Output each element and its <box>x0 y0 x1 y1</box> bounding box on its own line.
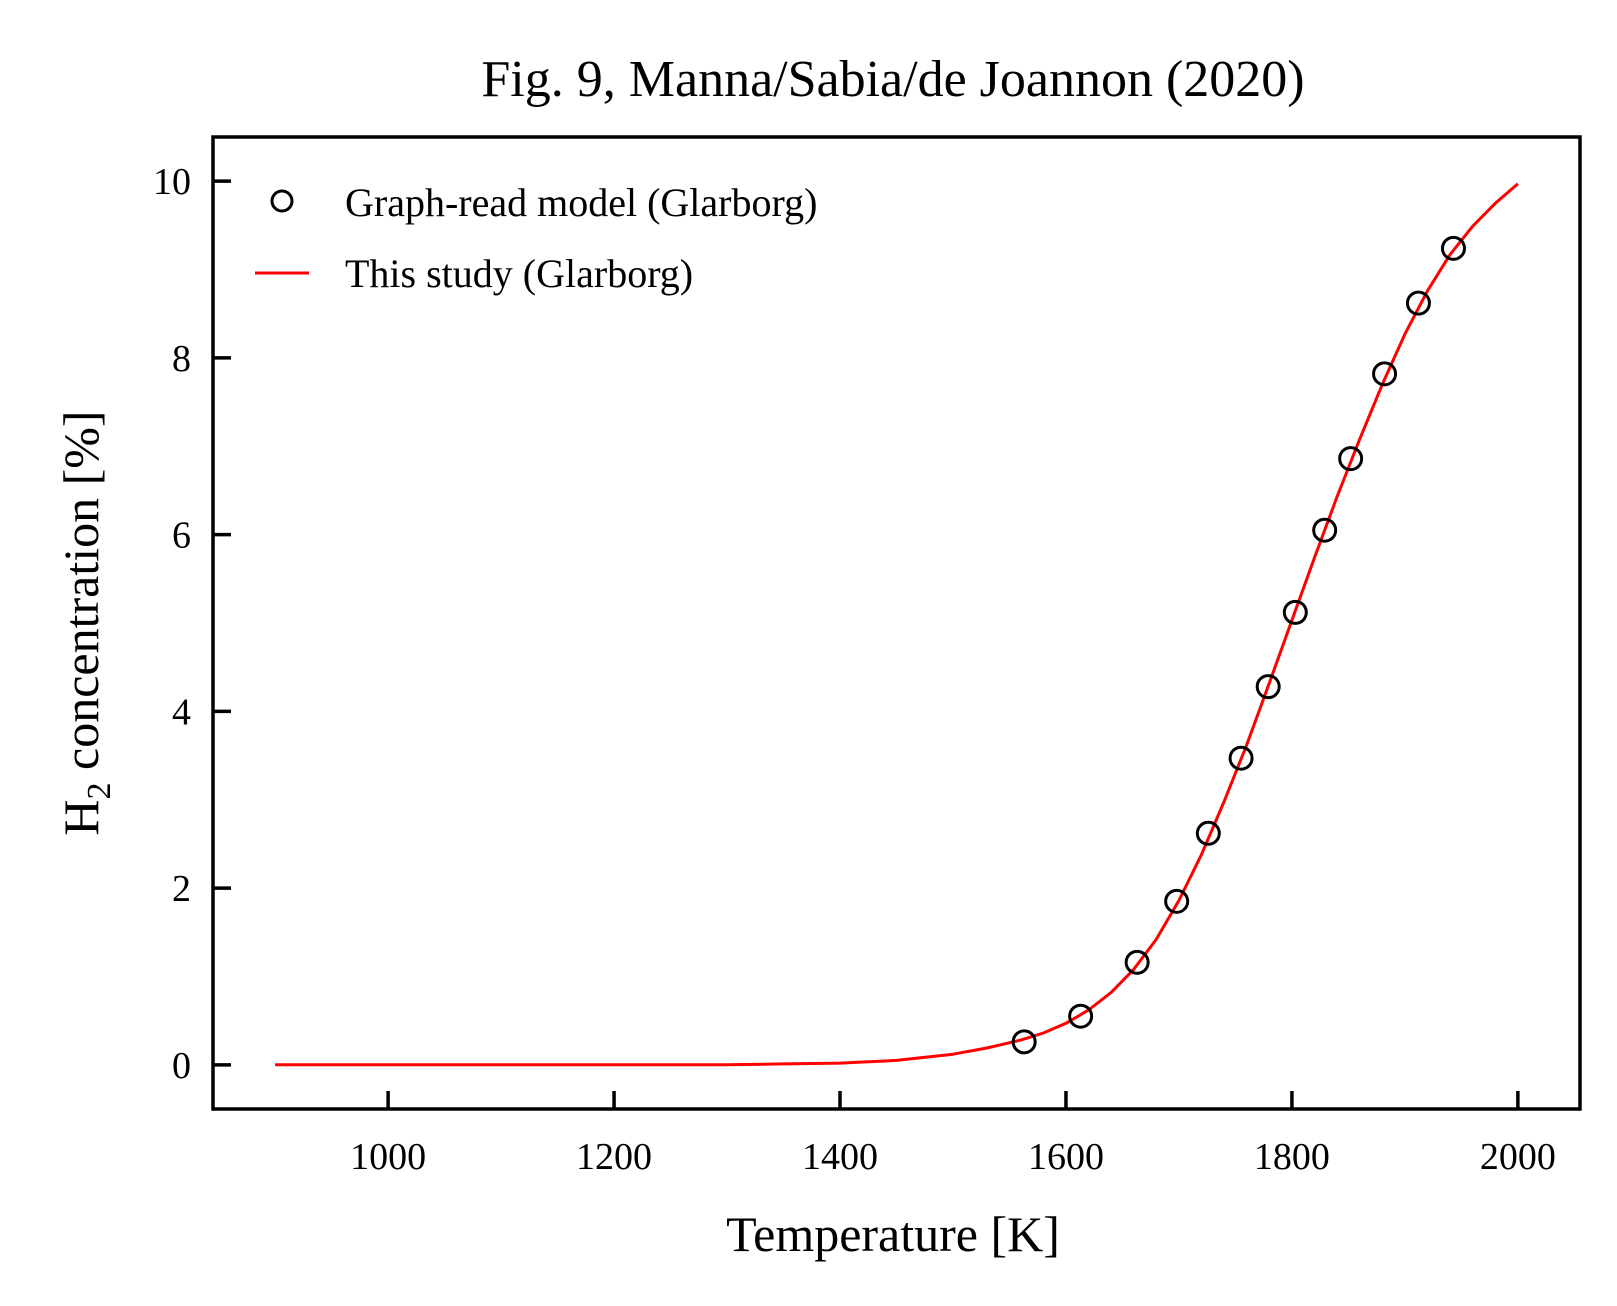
plot-frame <box>211 135 1582 1111</box>
x-axis-label: Temperature [K] <box>726 1206 1060 1262</box>
y-tick-label: 8 <box>172 338 191 380</box>
x-tick-label: 1400 <box>802 1136 878 1178</box>
data-point-marker <box>1164 888 1190 914</box>
x-tick-labels: 1000 1200 1400 1600 1800 2000 <box>350 1136 1556 1178</box>
x-tick-label: 1600 <box>1028 1136 1104 1178</box>
tick-marks <box>213 179 1520 1109</box>
y-axis-label-subscript: 2 <box>81 782 118 799</box>
legend-marker-icon <box>270 189 294 213</box>
data-point-marker <box>1011 1029 1037 1055</box>
y-axis-label-main: H <box>53 799 109 835</box>
series-line-layer <box>275 182 1519 1067</box>
data-point-marker <box>1282 599 1308 625</box>
y-tick-label: 10 <box>153 161 191 203</box>
y-tick-label: 6 <box>172 515 191 557</box>
x-tick-label: 1200 <box>576 1136 652 1178</box>
y-axis-label: H2 concentration [%] <box>53 410 118 835</box>
data-point-marker <box>1124 949 1150 975</box>
y-axis-label-rest: concentration [%] <box>53 410 109 782</box>
y-tick-label: 2 <box>172 868 191 910</box>
series-marker-layer <box>1011 235 1466 1055</box>
series-line-this-study <box>275 182 1519 1067</box>
legend-label-line: This study (Glarborg) <box>345 251 693 296</box>
data-point-marker <box>1372 361 1398 387</box>
data-point-marker <box>1255 674 1281 700</box>
x-tick-label: 1000 <box>350 1136 426 1178</box>
data-point-marker <box>1312 517 1338 543</box>
data-point-marker <box>1405 290 1431 316</box>
chart-title: Fig. 9, Manna/Sabia/de Joannon (2020) <box>481 51 1304 108</box>
legend: Graph-read model (Glarborg) This study (… <box>255 180 817 296</box>
data-point-marker <box>1228 745 1254 771</box>
y-tick-labels: 0 2 4 6 8 10 <box>153 161 191 1087</box>
data-point-marker <box>1338 446 1364 472</box>
data-point-marker <box>1195 820 1221 846</box>
data-point-marker <box>1440 235 1466 261</box>
data-point-marker <box>1068 1003 1094 1029</box>
x-tick-label: 2000 <box>1480 1136 1556 1178</box>
x-tick-label: 1800 <box>1254 1136 1330 1178</box>
y-tick-label: 0 <box>172 1045 191 1087</box>
y-tick-label: 4 <box>172 691 191 733</box>
legend-label-markers: Graph-read model (Glarborg) <box>345 180 817 225</box>
